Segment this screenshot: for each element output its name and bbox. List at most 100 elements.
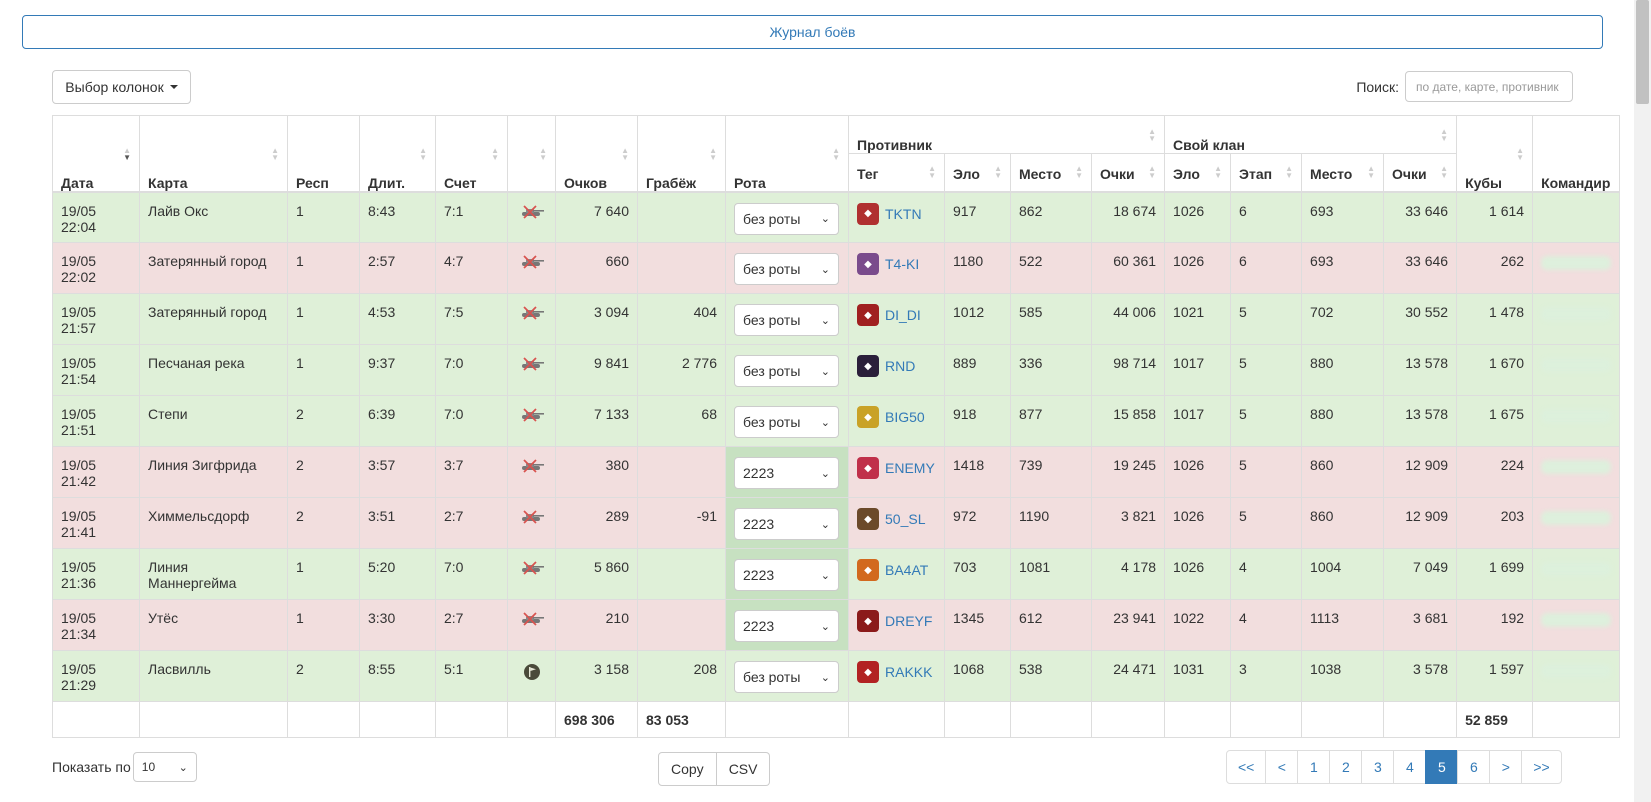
rota-select[interactable]: без роты ⌄: [734, 661, 839, 693]
page-button[interactable]: 6: [1457, 750, 1491, 784]
cell-tag: ◆ T4-KI: [848, 242, 945, 294]
cell-own-place: 1004: [1301, 548, 1385, 600]
cell-duration: 3:57: [359, 446, 436, 498]
page-button[interactable]: >>: [1521, 750, 1562, 784]
col-opp-points[interactable]: Очки ▲ ▼: [1090, 153, 1166, 193]
rota-select[interactable]: 2223 ⌄: [734, 559, 839, 591]
cell-score: 7:1: [435, 191, 508, 243]
rota-select[interactable]: 2223 ⌄: [734, 508, 839, 540]
cell-loot: 208: [637, 650, 726, 702]
table-row: 19/05 21:36 Линия Маннергейма 1 5:20 7:0 5 86…: [52, 548, 1621, 600]
rota-select[interactable]: без роты ⌄: [734, 304, 839, 336]
page-button[interactable]: >: [1489, 750, 1523, 784]
opponent-tag-link[interactable]: 50_SL: [885, 511, 926, 527]
cell-score: 3:7: [435, 446, 508, 498]
rota-select[interactable]: без роты ⌄: [734, 406, 839, 438]
col-own-elo[interactable]: Эло ▲ ▼: [1164, 153, 1232, 193]
rota-select[interactable]: без роты ⌄: [734, 253, 839, 285]
rota-value: без роты: [743, 669, 801, 685]
cell-score: 7:5: [435, 293, 508, 345]
cell-map: Линия Маннергейма: [139, 548, 288, 600]
opponent-tag-link[interactable]: BA4AT: [885, 562, 929, 578]
col-points[interactable]: Очков ▲ ▼: [555, 115, 638, 193]
cell-commander: [1532, 548, 1621, 600]
opponent-tag-link[interactable]: TKTN: [885, 205, 922, 222]
table-row: 19/05 22:04 Лайв Окс 1 8:43 7:1 7 640 без роты…: [52, 191, 1621, 243]
col-own-points[interactable]: Очки ▲ ▼: [1383, 153, 1458, 193]
cell-own-stage: 4: [1230, 548, 1303, 600]
page-scrollbar-thumb[interactable]: [1636, 0, 1649, 104]
opponent-tag-link[interactable]: DREYF: [885, 613, 933, 629]
rota-select[interactable]: 2223 ⌄: [734, 610, 839, 642]
tank-icon: [521, 510, 544, 524]
col-opp-elo[interactable]: Эло ▲ ▼: [944, 153, 1011, 193]
page-button[interactable]: 2: [1329, 750, 1363, 784]
cell-tag: ◆ RND: [848, 344, 945, 396]
col-icon[interactable]: ▲ ▼: [507, 115, 556, 193]
search-area: Поиск:: [1356, 71, 1573, 102]
col-resp[interactable]: Респ: [287, 115, 360, 193]
col-cubes[interactable]: Кубы ▲ ▼: [1456, 115, 1534, 193]
search-input[interactable]: [1405, 71, 1573, 102]
cell-duration: 6:39: [359, 395, 436, 447]
page-length-select[interactable]: 10 ⌄: [132, 752, 197, 782]
cell-opp-points: 23 941: [1090, 599, 1166, 651]
rota-select[interactable]: 2223 ⌄: [734, 457, 839, 489]
csv-button[interactable]: CSV: [716, 752, 771, 786]
cell-points: 7 133: [555, 395, 638, 447]
cell-commander: [1532, 293, 1621, 345]
cell-points: 3 158: [555, 650, 638, 702]
sort-icon: ▲ ▼: [621, 146, 629, 162]
column-select-button[interactable]: Выбор колонок: [52, 70, 191, 104]
cell-opp-elo: 918: [944, 395, 1011, 447]
group-opponent[interactable]: Противник ▲ ▼: [847, 115, 1166, 154]
cell-own-points: 3 578: [1383, 650, 1458, 702]
cell-tag: ◆ TKTN: [848, 191, 945, 243]
cell-score: 4:7: [435, 242, 508, 294]
col-date[interactable]: Дата ▲ ▼: [52, 115, 140, 193]
tank-crossed-icon: [507, 599, 556, 651]
cell-own-place: 693: [1301, 242, 1385, 294]
opponent-tag-link[interactable]: T4-KI: [885, 256, 920, 272]
page-button[interactable]: 4: [1393, 750, 1427, 784]
group-own-clan[interactable]: Свой клан ▲ ▼: [1164, 115, 1458, 154]
col-opp-tag[interactable]: Тег ▲ ▼: [848, 153, 945, 193]
cell-own-stage: 5: [1230, 395, 1303, 447]
opponent-tag-link[interactable]: RAKKK: [885, 664, 933, 680]
opponent-tag-link[interactable]: DI_DI: [885, 307, 921, 323]
cell-commander: [1532, 344, 1621, 396]
commander-blurred: [1541, 664, 1612, 678]
page-button[interactable]: 5: [1425, 750, 1459, 784]
page-button[interactable]: <: [1265, 750, 1299, 784]
col-own-place[interactable]: Место ▲ ▼: [1301, 153, 1385, 193]
rota-value: 2223: [743, 618, 775, 634]
cell-loot: -91: [637, 497, 726, 549]
col-rota[interactable]: Рота ▲ ▼: [725, 115, 849, 193]
opponent-tag-link[interactable]: BIG50: [885, 409, 925, 425]
col-commander[interactable]: Командир: [1532, 115, 1621, 193]
battle-journal-button[interactable]: Журнал боёв: [22, 15, 1603, 49]
page-button[interactable]: <<: [1226, 750, 1267, 784]
page-scrollbar[interactable]: [1634, 0, 1651, 802]
col-loot[interactable]: Грабёж ▲ ▼: [637, 115, 726, 193]
cell-tag: ◆ DREYF: [848, 599, 945, 651]
cell-own-stage: 5: [1230, 293, 1303, 345]
col-score[interactable]: Счет ▲ ▼: [435, 115, 508, 193]
page-button[interactable]: 3: [1361, 750, 1395, 784]
col-own-stage[interactable]: Этап ▲ ▼: [1230, 153, 1303, 193]
rota-select[interactable]: без роты ⌄: [734, 202, 839, 235]
page-button[interactable]: 1: [1297, 750, 1331, 784]
rota-select[interactable]: без роты ⌄: [734, 355, 839, 387]
opponent-tag-link[interactable]: RND: [885, 358, 916, 374]
copy-button[interactable]: Copy: [658, 752, 717, 786]
rota-value: без роты: [743, 414, 801, 430]
caret-down-icon: [169, 85, 178, 89]
cell-date: 19/05 21:41: [52, 497, 140, 549]
opponent-tag-link[interactable]: ENEMY: [885, 460, 935, 476]
col-duration[interactable]: Длит. ▲ ▼: [359, 115, 436, 193]
export-buttons: Copy CSV: [658, 752, 771, 786]
col-map[interactable]: Карта ▲ ▼: [139, 115, 288, 193]
col-opp-place[interactable]: Место ▲ ▼: [1010, 153, 1092, 193]
commander-blurred: [1541, 307, 1612, 321]
battles-table-body: 19/05 22:04 Лайв Окс 1 8:43 7:1 7 640 без роты…: [52, 191, 1621, 702]
